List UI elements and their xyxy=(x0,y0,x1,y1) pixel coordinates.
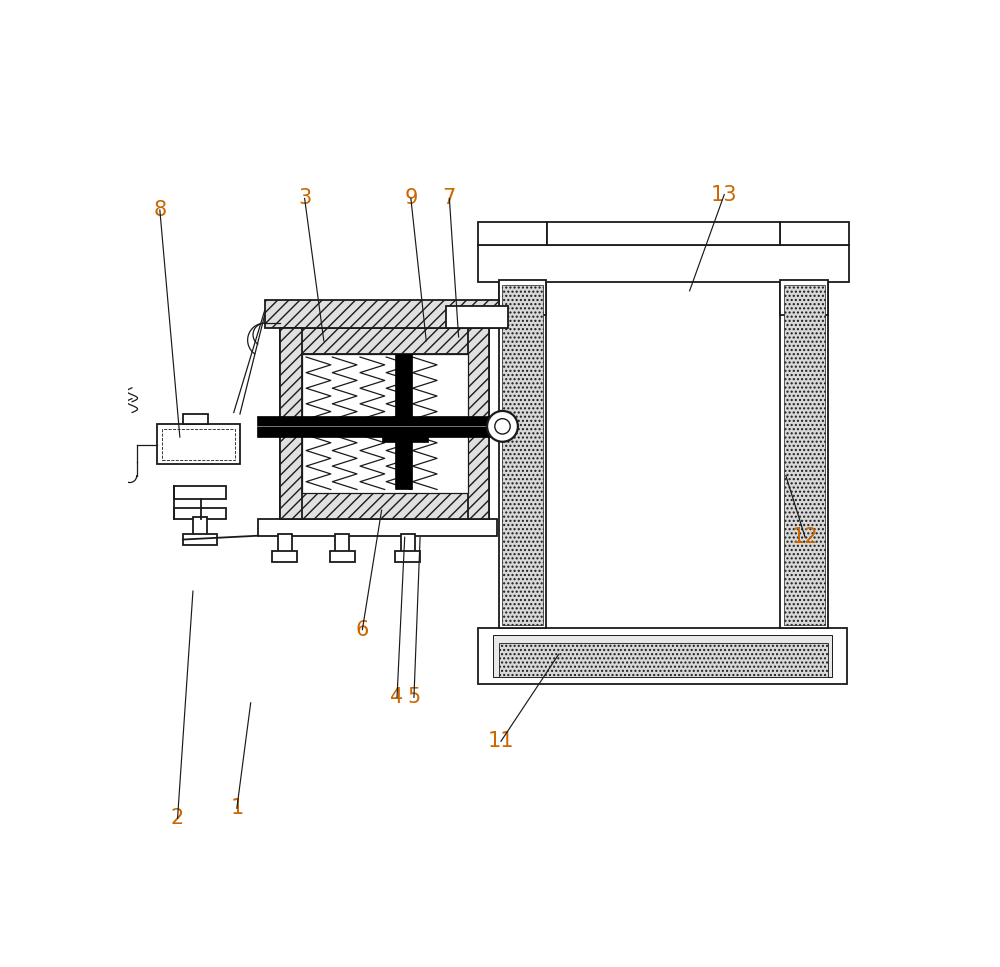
Bar xyxy=(174,508,226,518)
Bar xyxy=(280,328,302,518)
Bar xyxy=(395,354,412,489)
Bar xyxy=(183,534,217,545)
Bar xyxy=(547,221,780,245)
Bar xyxy=(401,534,415,552)
Bar xyxy=(183,414,208,425)
Circle shape xyxy=(487,411,518,442)
Text: 1: 1 xyxy=(230,799,243,818)
Bar xyxy=(258,518,497,536)
Bar xyxy=(395,551,420,562)
Bar xyxy=(330,551,355,562)
Text: 3: 3 xyxy=(298,189,311,209)
Text: 9: 9 xyxy=(404,189,418,209)
Bar xyxy=(302,354,468,492)
Bar xyxy=(278,534,292,552)
Bar xyxy=(499,643,828,677)
Bar xyxy=(499,281,546,629)
Text: 7: 7 xyxy=(443,189,456,209)
Bar xyxy=(272,551,297,562)
Bar xyxy=(478,221,547,245)
Bar xyxy=(499,280,546,315)
Text: 5: 5 xyxy=(407,688,421,708)
Bar xyxy=(257,416,494,437)
Bar xyxy=(780,280,828,315)
Text: 12: 12 xyxy=(792,527,818,547)
Bar xyxy=(265,300,499,328)
Text: 8: 8 xyxy=(153,200,166,220)
Text: 6: 6 xyxy=(356,620,369,639)
Bar xyxy=(478,629,847,684)
Bar xyxy=(157,425,240,464)
Bar xyxy=(780,221,849,245)
Bar xyxy=(174,486,226,499)
Bar xyxy=(780,281,828,629)
Bar xyxy=(502,284,543,625)
Bar xyxy=(446,307,508,328)
Bar xyxy=(162,429,235,460)
Bar xyxy=(280,492,489,518)
Text: 2: 2 xyxy=(171,808,184,829)
Bar xyxy=(493,635,832,677)
Bar xyxy=(193,517,207,536)
Bar xyxy=(478,245,849,281)
Circle shape xyxy=(495,419,510,434)
Bar xyxy=(382,431,428,442)
Bar xyxy=(784,284,825,625)
Text: 4: 4 xyxy=(390,688,404,708)
Bar xyxy=(280,328,489,354)
Bar xyxy=(468,328,489,518)
Bar xyxy=(335,534,349,552)
Bar xyxy=(280,328,489,518)
Text: 13: 13 xyxy=(711,185,738,205)
Text: 11: 11 xyxy=(488,731,514,751)
